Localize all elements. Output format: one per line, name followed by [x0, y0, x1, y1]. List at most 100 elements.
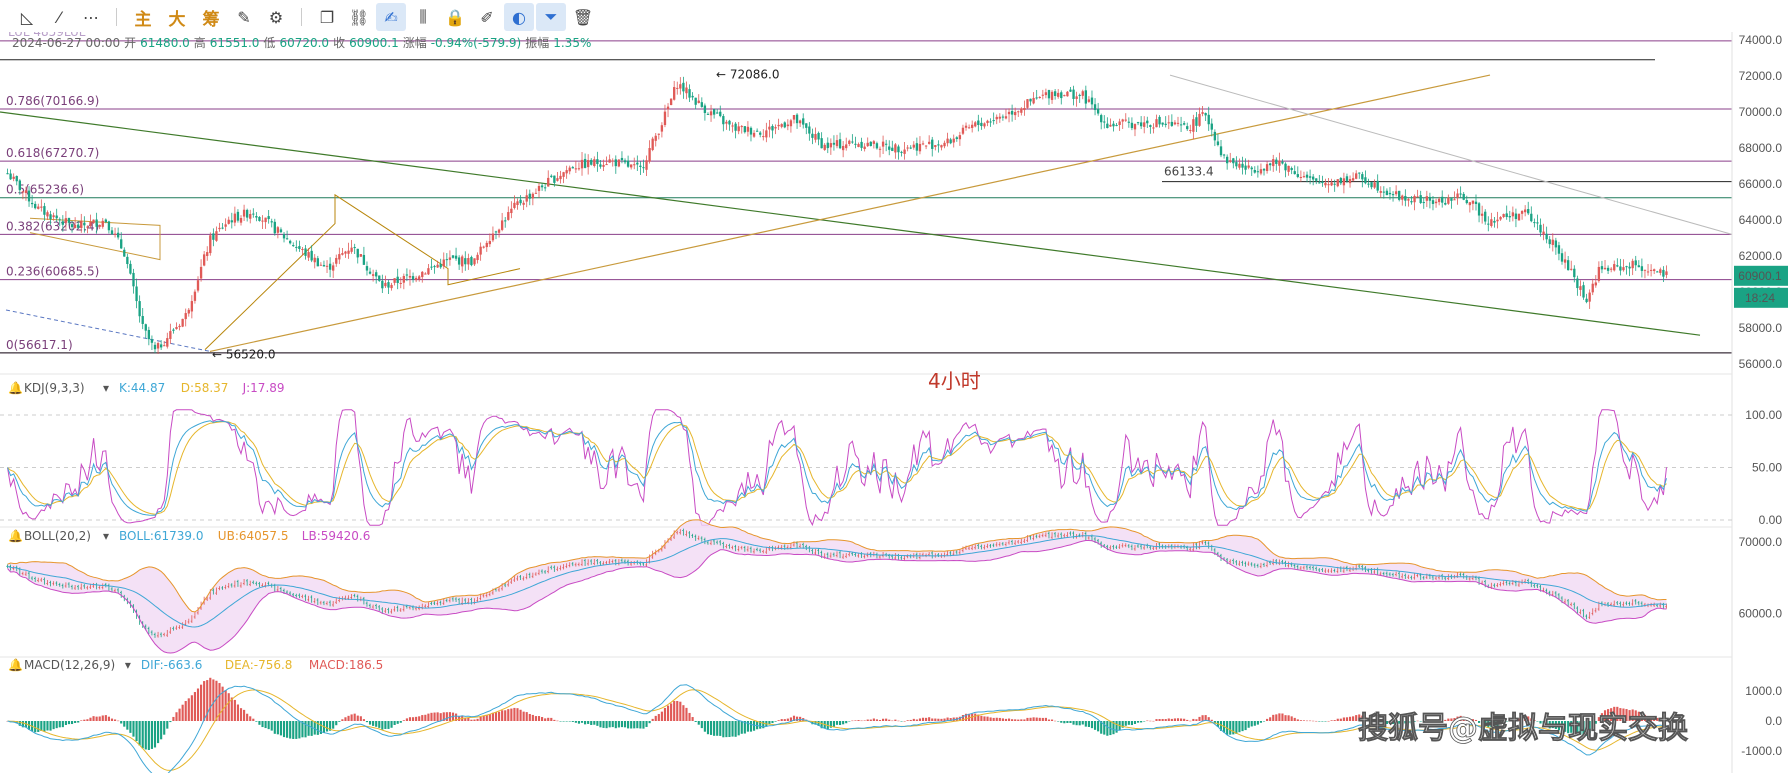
- candle-body: [1579, 286, 1582, 290]
- more-icon[interactable]: ⋯: [83, 7, 99, 27]
- edit-icon[interactable]: ✎: [237, 7, 251, 27]
- candle-body: [657, 133, 660, 135]
- macd-histogram-bar: [1069, 721, 1072, 723]
- macd-histogram-bar: [728, 721, 731, 738]
- macd-histogram-bar: [1524, 716, 1527, 721]
- macd-histogram-bar: [1613, 706, 1616, 721]
- candle-body: [153, 344, 157, 350]
- candle-body: [949, 139, 952, 144]
- candle-body: [1398, 190, 1401, 200]
- macd-histogram-bar: [1121, 721, 1124, 728]
- macd-histogram-bar: [848, 721, 851, 722]
- macd-histogram-bar: [227, 693, 230, 721]
- kdj-j-line: [7, 409, 1667, 527]
- candle-body: [1407, 199, 1410, 201]
- ruler-icon[interactable]: ◺: [20, 7, 34, 27]
- candle-body: [292, 245, 295, 247]
- price-tick: 62000.0: [1739, 249, 1783, 263]
- macd-histogram-bar: [181, 704, 184, 721]
- draw-mode-icon[interactable]: ✍: [376, 3, 406, 31]
- line-tool-icon[interactable]: ⁄: [57, 7, 61, 27]
- macd-histogram-bar: [1158, 719, 1161, 721]
- macd-histogram-bar: [1318, 721, 1321, 722]
- filter-icon[interactable]: ⏷: [536, 3, 566, 31]
- macd-histogram-bar: [1063, 721, 1066, 724]
- macd-histogram-bar: [1385, 721, 1388, 724]
- macd-histogram-bar: [651, 718, 654, 721]
- macd-histogram-bar: [1600, 713, 1604, 721]
- macd-histogram-bar: [599, 721, 602, 728]
- macd-histogram-bar: [1576, 721, 1579, 736]
- candle-body: [838, 139, 842, 149]
- candle-icon[interactable]: ⫼: [419, 7, 427, 26]
- macd-histogram-bar: [433, 712, 436, 721]
- macd-histogram-bar: [175, 712, 178, 721]
- macd-histogram-bar: [630, 721, 633, 729]
- macd-histogram-bar: [1173, 718, 1177, 721]
- macd-histogram-bar: [1284, 715, 1287, 721]
- candle-body: [473, 258, 476, 265]
- macd-histogram-bar: [1124, 721, 1127, 726]
- lock-icon[interactable]: 🔒: [445, 7, 465, 27]
- magnet-icon[interactable]: ◐: [504, 3, 534, 31]
- macd-histogram-bar: [123, 721, 126, 727]
- note-icon[interactable]: ✐: [480, 7, 494, 27]
- macd-histogram-bar: [1278, 713, 1281, 721]
- macd-histogram-bar: [1591, 721, 1594, 729]
- kdj-d-line: [7, 421, 1667, 515]
- macd-histogram-bar: [304, 721, 307, 738]
- da-button[interactable]: 大: [168, 9, 186, 30]
- macd-histogram-bar: [1075, 721, 1078, 726]
- macd-histogram-bar: [534, 716, 538, 721]
- candle-body: [12, 176, 15, 179]
- candle-body: [1302, 176, 1306, 178]
- candle-body: [958, 135, 962, 140]
- chevron-down-icon: ▾: [103, 381, 109, 395]
- candle-body: [703, 105, 707, 114]
- macd-histogram-bar: [1560, 721, 1564, 733]
- link-icon[interactable]: ⛓: [348, 7, 370, 27]
- candle-body: [596, 159, 599, 165]
- main-annotations: ← 72086.0 ← 56520.0 66133.4: [212, 67, 1214, 361]
- candle-body: [215, 231, 218, 241]
- macd-tick: 1000.0: [1745, 684, 1782, 698]
- candle-body: [1530, 213, 1533, 222]
- macd-histogram-bar: [1204, 715, 1207, 721]
- candle-body: [1533, 222, 1536, 224]
- macd-histogram-bar: [289, 721, 292, 739]
- macd-histogram-bar: [676, 700, 679, 721]
- candle-body: [1493, 220, 1496, 223]
- candle-body: [141, 316, 144, 324]
- macd-histogram-bar: [1136, 721, 1140, 723]
- candle-body: [77, 224, 80, 228]
- candle-body: [1318, 182, 1321, 184]
- chart-area: 0.786(70166.9) 0.618(67270.7) 0.5(65236.6)…: [0, 32, 1788, 773]
- brush-settings-icon[interactable]: ⚙: [268, 7, 284, 27]
- candle-body: [878, 148, 882, 150]
- zhu-button[interactable]: 主: [134, 9, 152, 30]
- macd-histogram-bar: [1404, 721, 1407, 724]
- copy-icon[interactable]: ❐: [319, 7, 335, 27]
- chou-button[interactable]: 筹: [202, 9, 220, 30]
- candle-body: [482, 246, 485, 248]
- macd-histogram-bar: [476, 718, 479, 721]
- macd-histogram-bar: [1662, 719, 1665, 721]
- macd-histogram-bar: [1398, 721, 1401, 724]
- candle-body: [436, 264, 439, 268]
- macd-histogram-bar: [666, 705, 670, 721]
- candle-body: [832, 142, 836, 145]
- macd-histogram-bar: [1459, 715, 1462, 721]
- macd-histogram-bar: [670, 703, 673, 721]
- candle-body: [491, 233, 495, 241]
- candle-body: [673, 87, 676, 100]
- candle-body: [476, 254, 479, 261]
- macd-histogram-bar: [1640, 713, 1643, 721]
- boll-panel: 🔔 BOLL(20,2) ▾ BOLL:61739.0 UB:64057.5 LB:594…: [0, 519, 1782, 654]
- macd-histogram-bar: [95, 716, 98, 721]
- candle-body: [1210, 123, 1213, 130]
- candle-body: [1517, 213, 1521, 221]
- trash-icon[interactable]: 🗑: [572, 7, 594, 27]
- macd-histogram-bar: [977, 714, 980, 721]
- fib-label: 0.5(65236.6): [6, 183, 84, 197]
- macd-histogram-bar: [430, 712, 433, 721]
